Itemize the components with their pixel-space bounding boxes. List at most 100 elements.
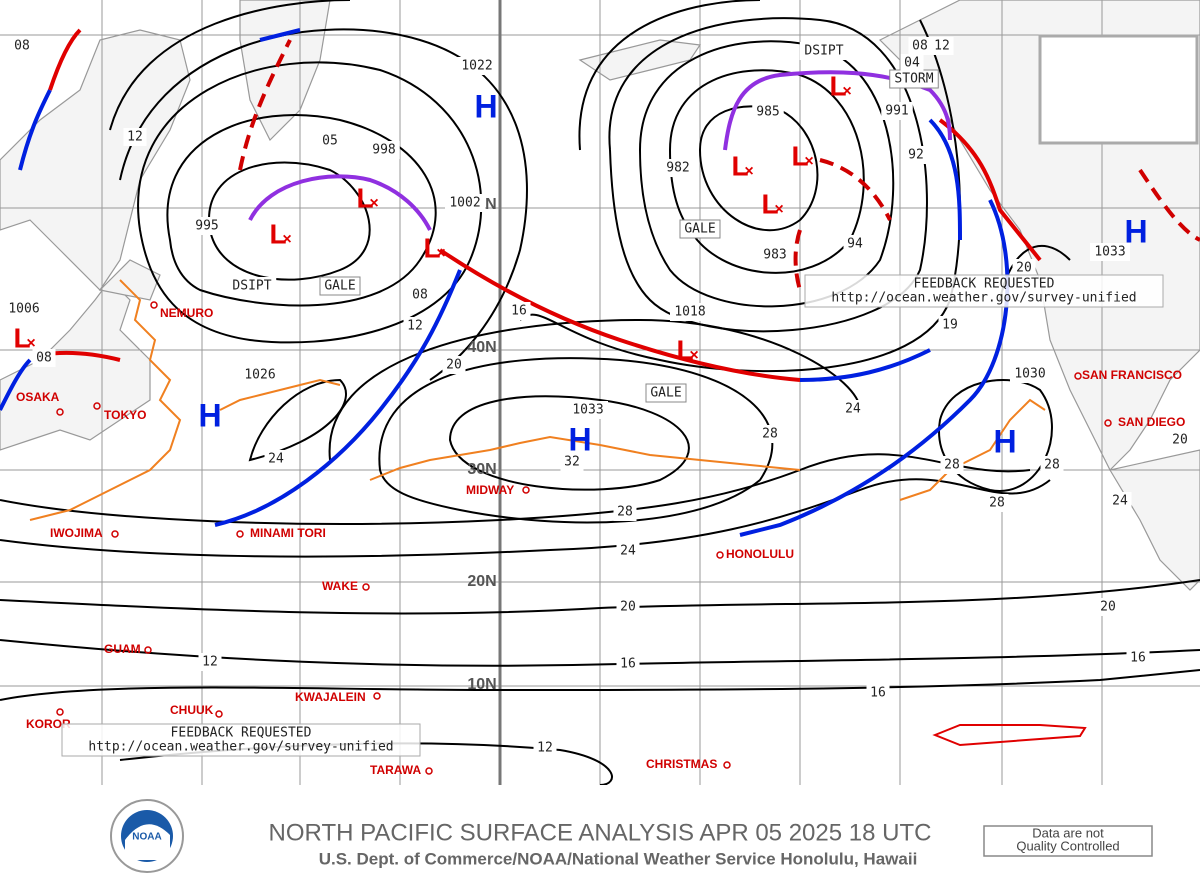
label-background [408, 286, 432, 304]
pressure-label: 28 [617, 505, 633, 520]
latitude-label: 10N [467, 676, 496, 693]
label-background [507, 302, 531, 320]
label-background [645, 383, 687, 403]
city-label: HONOLULU [726, 547, 794, 561]
pressure-label: 20 [620, 600, 636, 615]
label-background [560, 453, 584, 471]
feedback-box [61, 723, 421, 757]
label-background [227, 277, 277, 295]
label-background [900, 54, 924, 72]
low-center: L [676, 334, 693, 365]
label-background [568, 401, 608, 419]
pressure-label: GALE [684, 222, 715, 237]
latitude-label: 30N [467, 461, 496, 478]
label-background [191, 217, 223, 235]
dense-swell-zone [932, 724, 1087, 747]
pressure-label: 92 [908, 148, 924, 163]
high-center: H [198, 397, 221, 433]
pressure-label: 998 [372, 143, 395, 158]
pressure-label: 08 [912, 39, 928, 54]
logo-text: NOAA [132, 832, 161, 843]
label-background [318, 132, 342, 150]
label-background [445, 194, 485, 212]
label-background [841, 400, 865, 418]
low-cross: × [689, 347, 698, 364]
pressure-label: 12 [934, 39, 950, 54]
label-background [613, 503, 637, 521]
low-cross: × [744, 163, 753, 180]
pressure-label: DSIPT [804, 44, 843, 59]
low-cross: × [842, 83, 851, 100]
city-label: OSAKA [16, 390, 60, 404]
city-marker [56, 408, 64, 416]
pressure-label: 08 [14, 39, 30, 54]
pressure-label: DSIPT [232, 279, 271, 294]
label-background [985, 494, 1009, 512]
low-cross: × [774, 201, 783, 218]
feedback-url: http://ocean.weather.gov/survey-unified [88, 740, 393, 755]
pressure-label: 05 [322, 134, 338, 149]
pressure-label: 12 [127, 130, 143, 145]
pressure-label: 982 [666, 161, 689, 176]
label-background [616, 598, 640, 616]
label-background [662, 159, 694, 177]
low-cross: × [282, 231, 291, 248]
city-marker [425, 767, 433, 775]
high-center: H [993, 423, 1016, 459]
pressure-label: 985 [756, 105, 779, 120]
pressure-label: 20 [1100, 600, 1116, 615]
pressure-label: STORM [894, 72, 933, 87]
label-background [403, 317, 427, 335]
label-background [1126, 649, 1150, 667]
fronts [0, 28, 1200, 537]
city-marker [215, 710, 223, 718]
label-background [679, 219, 721, 239]
pressure-label: GALE [324, 279, 355, 294]
disclaimer: Quality Controlled [1016, 838, 1119, 853]
city-label: TOKYO [104, 408, 146, 422]
label-background [442, 356, 466, 374]
pressure-label: GALE [650, 386, 681, 401]
pressure-label: 28 [762, 427, 778, 442]
label-background [866, 684, 890, 702]
feedback-heading: FEEDBACK REQUESTED [171, 726, 312, 741]
low-center: L [829, 70, 846, 101]
low-cross: × [804, 153, 813, 170]
pressure-label: 1006 [8, 302, 39, 317]
city-label: SAN FRANCISCO [1082, 368, 1182, 382]
label-background [319, 276, 361, 296]
city-marker [362, 583, 370, 591]
pressure-label: 995 [195, 219, 218, 234]
pressure-label: 19 [942, 318, 958, 333]
pressure-label: 16 [870, 686, 886, 701]
label-background [264, 450, 288, 468]
pressure-label: 12 [537, 741, 553, 756]
pressure-label: 24 [268, 452, 284, 467]
pressure-label: 1026 [244, 368, 275, 383]
feedback-url: http://ocean.weather.gov/survey-unified [831, 291, 1136, 306]
latitude-label: 40N [467, 339, 496, 356]
pressure-label: 12 [407, 319, 423, 334]
label-background [908, 37, 932, 55]
label-background [1010, 365, 1050, 383]
city-marker [373, 692, 381, 700]
high-center: H [568, 421, 591, 457]
city-label: KOROR [26, 717, 71, 731]
city-marker [144, 646, 152, 654]
pressure-label: 08 [412, 288, 428, 303]
low-cross: × [369, 195, 378, 212]
pressure-label: 28 [944, 458, 960, 473]
label-background [10, 37, 34, 55]
feedback-box [804, 274, 1164, 308]
label-background [457, 57, 497, 75]
low-cross: × [436, 245, 445, 262]
city-marker [522, 486, 530, 494]
label-background [4, 300, 44, 318]
label-background [1012, 259, 1036, 277]
city-marker [150, 301, 158, 309]
pressure-label: 983 [763, 248, 786, 263]
city-marker [723, 761, 731, 769]
city-label: TARAWA [370, 763, 421, 777]
pressure-label: 32 [564, 455, 580, 470]
low-center: L [423, 232, 440, 263]
